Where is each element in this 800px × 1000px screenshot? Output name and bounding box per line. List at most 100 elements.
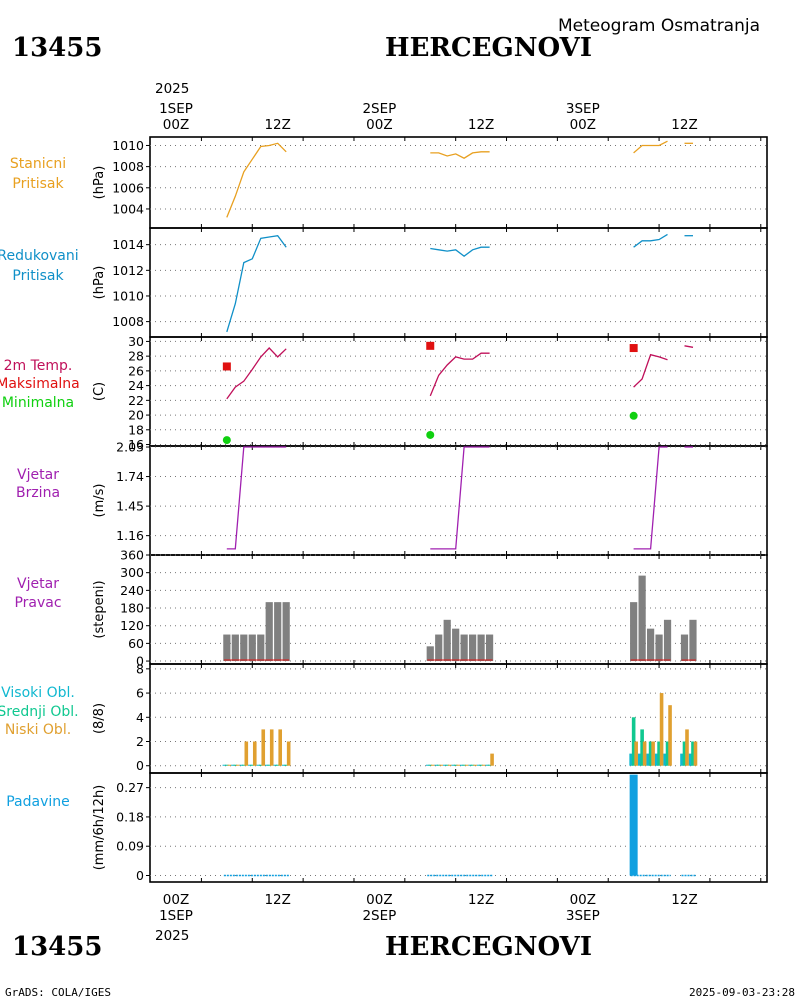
wind-direction-label: Pravac: [14, 595, 61, 611]
station-pressure-label: Stanicni: [10, 156, 66, 172]
temperature-series-line: [226, 347, 287, 400]
bottom-axis-tick-label: 12Z: [468, 892, 494, 908]
cloud-bar-2: [456, 764, 460, 766]
reduced-pressure-series-line: [430, 246, 490, 258]
station-pressure-ytick-label: 1010: [112, 138, 144, 153]
temperature-ytick-label: 24: [128, 378, 144, 393]
station-name-top: HERCEGNOVI: [385, 33, 592, 63]
wind-direction-ytick-label: 360: [120, 548, 144, 563]
bottom-axis-tick-label: 00Z: [570, 892, 596, 908]
cloud-bar-0: [239, 764, 244, 766]
wind-direction-ytick-label: 300: [120, 565, 144, 580]
cloud-bar-2: [473, 764, 477, 766]
temperature-ytick-label: 28: [128, 349, 144, 364]
cloud-bar-0: [222, 764, 227, 766]
wind-direction-bar: [689, 619, 697, 662]
cloud-bar-1: [657, 741, 661, 766]
cloud-bar-0: [451, 764, 455, 766]
panel-wind-speed: 1.16 1.45 1.74 2.03 (m/s) Vjetar Brzina: [16, 440, 768, 556]
cloud-bar-2: [261, 729, 266, 766]
station-pressure-series-line: [633, 140, 668, 154]
wind-direction-bar: [638, 575, 646, 662]
cloud-bar-2: [481, 764, 486, 766]
clouds-label: Visoki Obl.: [1, 685, 75, 701]
wind-direction-bar: [223, 634, 231, 662]
top-axis-tick-label: 12Z: [671, 117, 697, 133]
temperature-label: Minimalna: [2, 395, 74, 411]
cloud-bar-0: [680, 753, 684, 766]
temperature-ytick-label: 18: [128, 422, 144, 437]
station-pressure-series-line: [430, 151, 490, 159]
wind-speed-unit: (m/s): [92, 484, 107, 518]
cloud-bar-0: [646, 753, 650, 766]
cloud-bar-1: [691, 741, 695, 766]
reduced-pressure-ytick-label: 1012: [112, 263, 144, 278]
chart-subtitle: Meteogram Osmatranja: [558, 16, 760, 36]
cloud-bar-0: [663, 753, 667, 766]
reduced-pressure-series-line: [633, 233, 668, 248]
precipitation-ytick-label: 0.09: [116, 839, 144, 854]
wind-direction-bar: [426, 646, 434, 662]
cloud-bar-0: [425, 764, 430, 766]
tmin-marker: [426, 430, 435, 439]
clouds-ytick-label: 4: [136, 710, 144, 725]
station-pressure-frame: [149, 136, 768, 229]
wind-direction-bar: [485, 634, 494, 662]
reduced-pressure-label: Pritisak: [12, 268, 64, 284]
cloud-bar-1: [267, 764, 272, 766]
cloud-bar-1: [462, 764, 466, 766]
temperature-series-line: [633, 353, 668, 388]
cloud-bar-0: [654, 753, 659, 766]
cloud-bar-2: [278, 729, 282, 766]
panel-clouds: 0 2 4 6 8 (8/8) Visoki Obl. Srednji Obl. Niski O…: [0, 661, 768, 774]
wind-speed-series-line: [226, 446, 287, 550]
cloud-bar-2: [634, 741, 638, 766]
wind-speed-ytick-label: 1.74: [116, 469, 144, 484]
cloud-bar-2: [464, 764, 469, 766]
panel-wind-direction: 0 60 120 180 240 300 360 (stepeni) Vjetar Pravac: [14, 548, 768, 669]
clouds-frame: [149, 663, 768, 774]
wind-direction-bar: [452, 628, 460, 662]
cloud-bar-0: [629, 753, 633, 766]
clouds-ytick-label: 6: [136, 686, 144, 701]
station-id-top: 13455: [12, 33, 102, 63]
precipitation-frame: [149, 772, 768, 883]
precipitation-ytick-label: 0.18: [116, 809, 144, 824]
wind-direction-bar: [630, 602, 638, 662]
cloud-bar-0: [264, 764, 269, 766]
precipitation-unit: (mm/6h/12h): [92, 785, 107, 871]
temperature-series-line: [429, 352, 490, 397]
temperature-ytick-label: 22: [128, 393, 144, 408]
bottom-axis-year: 2025: [155, 928, 189, 944]
cloud-bar-2: [668, 705, 672, 766]
station-pressure-ytick-label: 1006: [112, 180, 144, 195]
wind-direction-ytick-label: 180: [120, 601, 144, 616]
temperature-frame: [149, 336, 768, 447]
cloud-bar-0: [273, 764, 277, 766]
cloud-bar-1: [275, 764, 280, 766]
cloud-bar-1: [436, 764, 441, 766]
cloud-bar-0: [281, 764, 286, 766]
precipitation-ytick-label: 0: [136, 868, 144, 883]
temperature-series-line: [684, 345, 694, 348]
cloud-bar-2: [236, 764, 240, 766]
temperature-ytick-label: 30: [128, 334, 144, 349]
tmax-marker: [222, 362, 231, 371]
tmax-marker: [426, 341, 435, 350]
station-pressure-label: Pritisak: [12, 176, 64, 192]
wind-direction-bar: [282, 602, 290, 662]
cloud-bar-2: [659, 693, 664, 766]
cloud-bar-0: [637, 753, 642, 766]
top-axis-tick-label: 12Z: [264, 117, 290, 133]
bottom-axis-tick-label: 12Z: [671, 892, 697, 908]
cloud-bar-2: [252, 741, 257, 766]
wind-speed-label: Brzina: [16, 485, 60, 501]
cloud-bar-1: [453, 764, 458, 766]
footer-timestamp: 2025-09-03-23:28: [689, 986, 795, 999]
clouds-ytick-label: 8: [136, 661, 144, 676]
top-axis-tick-label: 00Z: [366, 117, 392, 133]
reduced-pressure-unit: (hPa): [92, 266, 107, 300]
wind-direction-bar: [231, 634, 239, 662]
